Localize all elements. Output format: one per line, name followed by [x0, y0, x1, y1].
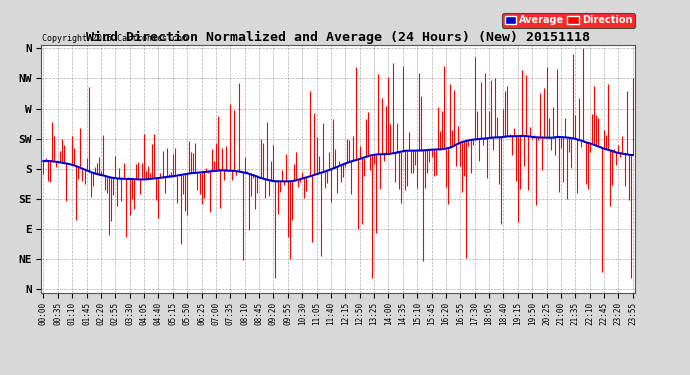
Text: Copyright 2015 Cartronics.com: Copyright 2015 Cartronics.com — [42, 33, 187, 42]
Legend: Average, Direction: Average, Direction — [502, 13, 635, 28]
Title: Wind Direction Normalized and Average (24 Hours) (New) 20151118: Wind Direction Normalized and Average (2… — [86, 31, 590, 44]
